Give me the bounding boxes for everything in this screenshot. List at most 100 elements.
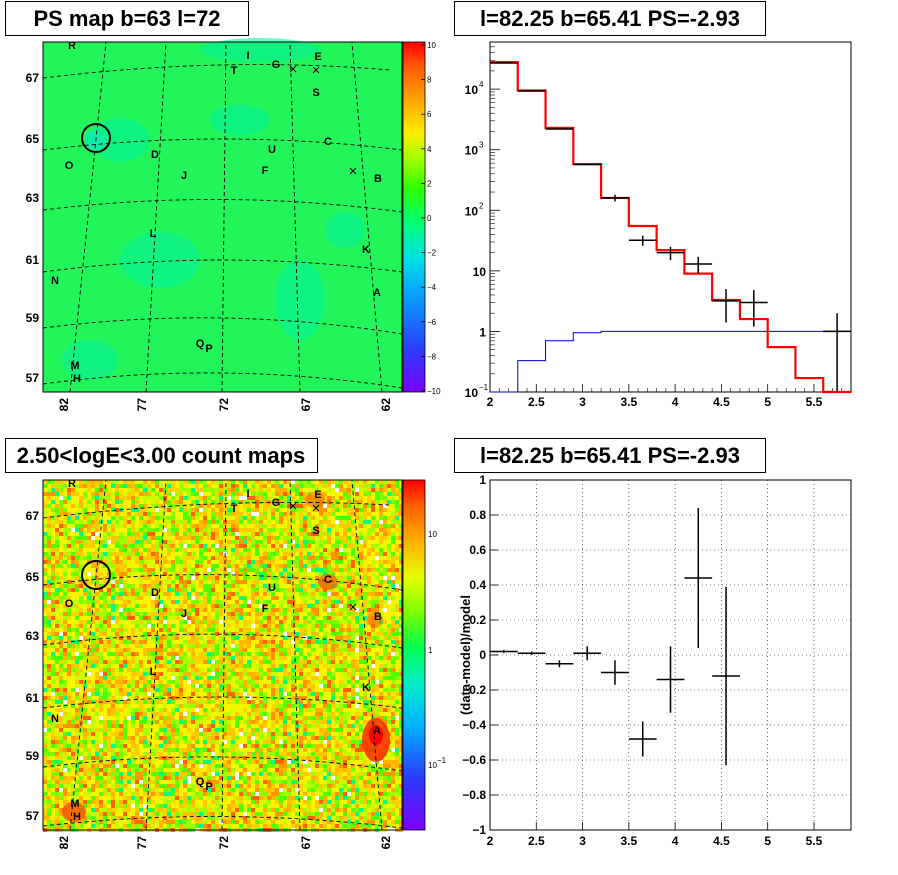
count-pixel (135, 648, 139, 652)
count-pixel (199, 576, 203, 580)
count-pixel (331, 604, 335, 608)
count-pixel (167, 584, 171, 588)
count-pixel (267, 668, 271, 672)
count-pixel (51, 528, 55, 532)
count-pixel (59, 580, 63, 584)
count-pixel (255, 548, 259, 552)
count-pixel (183, 620, 187, 624)
count-pixel (71, 508, 75, 512)
count-pixel (95, 588, 99, 592)
count-pixel (339, 568, 343, 572)
count-pixel (283, 632, 287, 636)
count-pixel (119, 520, 123, 524)
count-pixel (203, 500, 207, 504)
count-pixel (271, 488, 275, 492)
count-pixel (303, 688, 307, 692)
count-pixel (143, 640, 147, 644)
count-pixel (123, 504, 127, 508)
count-pixel (159, 548, 163, 552)
count-pixel (155, 656, 159, 660)
count-pixel (251, 528, 255, 532)
count-pixel (263, 512, 267, 516)
count-pixel (315, 508, 319, 512)
count-pixel (247, 604, 251, 608)
count-pixel (99, 596, 103, 600)
count-pixel (171, 540, 175, 544)
count-pixel (231, 600, 235, 604)
count-pixel (71, 600, 75, 604)
count-pixel (191, 640, 195, 644)
count-pixel (211, 676, 215, 680)
count-pixel (55, 520, 59, 524)
count-pixel (395, 652, 399, 656)
count-pixel (347, 600, 351, 604)
count-pixel (95, 692, 99, 696)
count-pixel (203, 640, 207, 644)
count-pixel (383, 572, 387, 576)
count-pixel (251, 572, 255, 576)
count-pixel (71, 680, 75, 684)
count-pixel (351, 548, 355, 552)
count-pixel (83, 540, 87, 544)
count-pixel (111, 664, 115, 668)
count-pixel (219, 544, 223, 548)
count-pixel (291, 556, 295, 560)
count-pixel (307, 628, 311, 632)
count-pixel (283, 532, 287, 536)
count-pixel (231, 620, 235, 624)
count-pixel (63, 572, 67, 576)
count-pixel (55, 516, 59, 520)
count-pixel (127, 568, 131, 572)
count-pixel (323, 596, 327, 600)
count-pixel (211, 660, 215, 664)
count-pixel (183, 524, 187, 528)
count-pixel (299, 612, 303, 616)
count-pixel (319, 592, 323, 596)
count-pixel (215, 668, 219, 672)
count-pixel (131, 528, 135, 532)
count-pixel (307, 512, 311, 516)
count-pixel (291, 560, 295, 564)
count-pixel (151, 484, 155, 488)
count-pixel (119, 532, 123, 536)
count-pixel (223, 608, 227, 612)
count-pixel (203, 524, 207, 528)
count-pixel (391, 648, 395, 652)
count-pixel (139, 560, 143, 564)
count-pixel (339, 676, 343, 680)
count-pixel (147, 612, 151, 616)
count-pixel (119, 496, 123, 500)
count-pixel (231, 588, 235, 592)
count-pixel (251, 592, 255, 596)
count-pixel (215, 584, 219, 588)
count-pixel (331, 612, 335, 616)
count-pixel (231, 580, 235, 584)
count-pixel (103, 668, 107, 672)
count-pixel (239, 652, 243, 656)
count-pixel (387, 588, 391, 592)
count-pixel (371, 652, 375, 656)
count-pixel (235, 588, 239, 592)
count-pixel (167, 612, 171, 616)
count-pixel (55, 564, 59, 568)
count-pixel (343, 636, 347, 640)
count-pixel (363, 560, 367, 564)
count-pixel (179, 624, 183, 628)
count-pixel (375, 584, 379, 588)
count-pixel (311, 620, 315, 624)
count-pixel (191, 680, 195, 684)
count-pixel (307, 688, 311, 692)
count-pixel (199, 628, 203, 632)
count-pixel (287, 548, 291, 552)
count-pixel (103, 656, 107, 660)
count-pixel (43, 624, 47, 628)
count-pixel (399, 668, 403, 672)
count-pixel (291, 512, 295, 516)
count-pixel (167, 544, 171, 548)
count-pixel (183, 616, 187, 620)
count-pixel (375, 660, 379, 664)
count-pixel (159, 664, 163, 668)
count-pixel (171, 636, 175, 640)
count-pixel (179, 508, 183, 512)
